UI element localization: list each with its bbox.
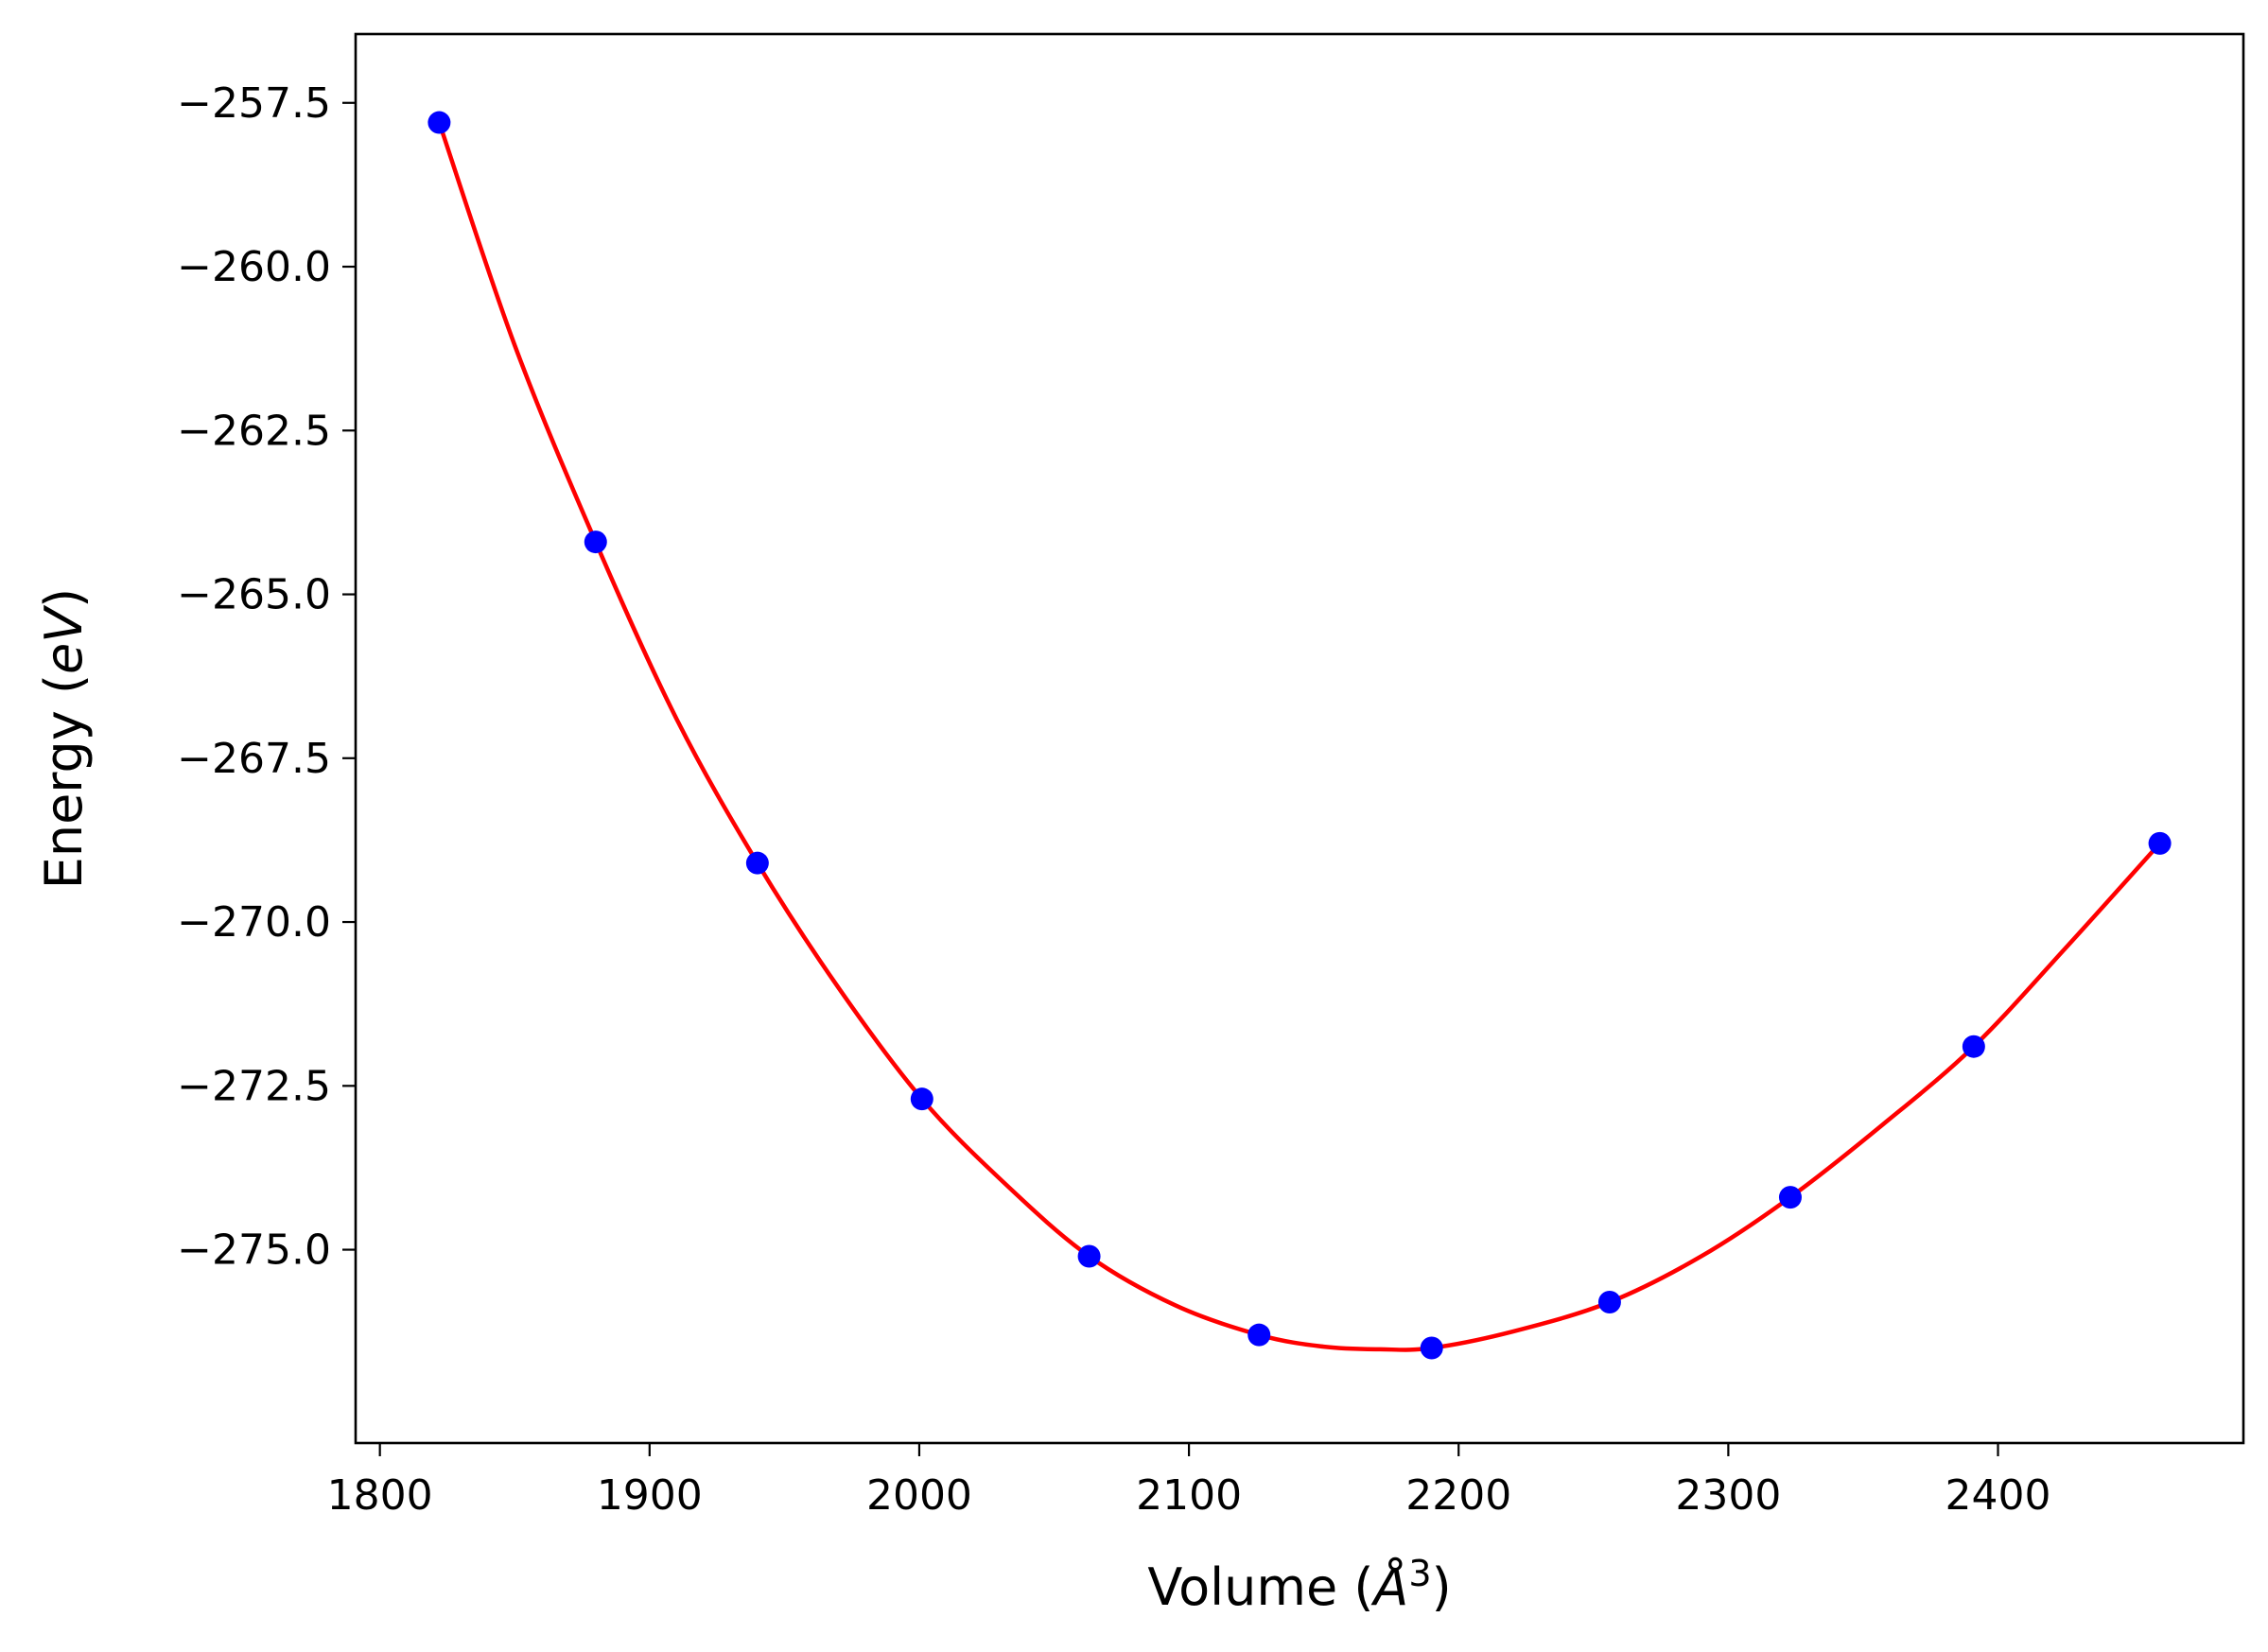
data-point (1962, 1035, 1985, 1058)
y-tick-label: −265.0 (177, 571, 331, 619)
x-tick-label: 1900 (597, 1471, 703, 1520)
y-tick-label: −275.0 (177, 1226, 331, 1275)
x-tick-label: 2300 (1675, 1471, 1781, 1520)
x-tick-label: 2400 (1945, 1471, 2051, 1520)
x-tick-label: 2000 (866, 1471, 972, 1520)
y-tick-label: −260.0 (177, 243, 331, 291)
data-point (427, 111, 451, 134)
data-point (584, 530, 607, 554)
y-tick-label: −272.5 (177, 1062, 331, 1110)
data-point (1778, 1186, 1802, 1209)
data-point (1247, 1323, 1271, 1347)
data-point (2148, 831, 2172, 855)
y-tick-label: −267.5 (177, 735, 331, 783)
plot-frame (354, 32, 2245, 1445)
x-tick-label: 2200 (1405, 1471, 1511, 1520)
data-point (1077, 1244, 1101, 1268)
x-tick-label: 1800 (327, 1471, 433, 1520)
data-point (1597, 1291, 1621, 1313)
data-layer (427, 111, 2172, 1360)
ticks-layer: 1800 1900 2000 2100 2200 2300 2400 −257.5 −260.0… (177, 79, 2050, 1520)
y-axis-label: Energy (eV) (34, 588, 94, 890)
fit-curve (437, 121, 2162, 1352)
data-point (910, 1087, 933, 1111)
x-axis-label: Volume (Å3) (1147, 1553, 1451, 1617)
data-point (745, 851, 769, 875)
y-tick-label: −262.5 (177, 407, 331, 455)
y-tick-label: −270.0 (177, 898, 331, 947)
data-point (1420, 1336, 1443, 1360)
y-tick-label: −257.5 (177, 79, 331, 128)
x-tick-label: 2100 (1136, 1471, 1242, 1520)
plot-area (356, 34, 2243, 1443)
